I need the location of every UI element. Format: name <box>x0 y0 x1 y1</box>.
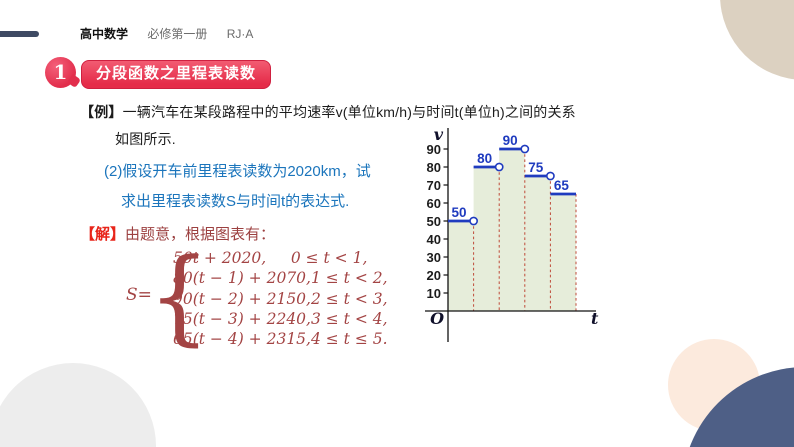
solution-intro: 【解】由题意，根据图表有： <box>80 223 275 244</box>
section-title-pill: 分段函数之里程表读数 <box>81 60 272 89</box>
example-line2: 如图所示. <box>115 131 176 147</box>
svg-text:v: v <box>434 125 444 144</box>
example-line1-text: 一辆汽车在某段路程中的平均速率v(单位km/h)与时间t(单位h)之间的关系 <box>122 104 576 120</box>
formula-brace: { <box>148 237 211 357</box>
case-condition: 2 ≤ t < 3, <box>310 289 388 308</box>
svg-text:50: 50 <box>451 205 466 220</box>
svg-text:30: 30 <box>427 250 441 265</box>
header: 高中数学 必修第一册 RJ·A <box>80 25 253 42</box>
example-tag: 【例】 <box>80 104 123 120</box>
case-row: 90(t − 2) + 2150,2 ≤ t < 3, <box>173 290 388 310</box>
svg-text:90: 90 <box>503 133 518 148</box>
decor-circle-top-right <box>720 0 794 80</box>
svg-text:60: 60 <box>427 196 441 211</box>
case-condition: 1 ≤ t < 2, <box>310 269 388 288</box>
case-expression: 90(t − 2) + 2150, <box>173 289 311 308</box>
case-condition: 4 ≤ t ≤ 5. <box>310 330 388 349</box>
example-text: 【例】一辆汽车在某段路程中的平均速率v(单位km/h)与时间t(单位h)之间的关… <box>80 99 640 153</box>
svg-text:O: O <box>430 309 444 328</box>
cases: 50t + 2020, 0 ≤ t < 1, 80(t − 1) + 2070,1… <box>173 249 388 350</box>
course-name: 高中数学 <box>80 27 129 41</box>
section-number-badge: 1 <box>45 57 76 88</box>
decor-circle-bottom-left <box>0 363 156 447</box>
svg-text:80: 80 <box>477 151 492 166</box>
svg-text:40: 40 <box>427 232 441 247</box>
svg-text:75: 75 <box>528 160 544 175</box>
case-expression: 65(t − 4) + 2315, <box>173 330 311 349</box>
case-expression: 80(t − 1) + 2070, <box>173 269 311 288</box>
edition-label: RJ·A <box>226 27 254 41</box>
sub-question-line1: (2)假设开车前里程表读数为2020km，试 <box>104 163 371 180</box>
svg-text:20: 20 <box>427 268 441 283</box>
svg-text:65: 65 <box>554 178 570 193</box>
sub-question-text: (2)假设开车前里程表读数为2020km，试 求出里程表读数S与时间t的表达式. <box>104 157 434 217</box>
sub-question-line2: 求出里程表读数S与时间t的表达式. <box>121 193 350 210</box>
svg-text:10: 10 <box>427 286 441 301</box>
case-condition: 3 ≤ t < 4, <box>310 309 388 328</box>
case-row: 50t + 2020, 0 ≤ t < 1, <box>173 249 388 269</box>
example-line1: 【例】一辆汽车在某段路程中的平均速率v(单位km/h)与时间t(单位h)之间的关… <box>80 99 640 126</box>
case-row: 80(t − 1) + 2070,1 ≤ t < 2, <box>173 269 388 289</box>
solution-tag: 【解】 <box>80 226 126 243</box>
svg-text:50: 50 <box>427 214 441 229</box>
case-expression: 50t + 2020, <box>173 249 291 267</box>
case-row: 75(t − 3) + 2240,3 ≤ t < 4, <box>173 310 388 330</box>
speed-time-chart: 10 20 30 40 50 60 70 80 90 50 80 90 75 65 v t O <box>425 125 599 342</box>
svg-text:80: 80 <box>427 160 441 175</box>
header-accent-bar <box>0 31 39 37</box>
case-expression: 75(t − 3) + 2240, <box>173 309 311 328</box>
solution-intro-text: 由题意，根据图表有： <box>125 226 276 243</box>
svg-text:t: t <box>591 309 599 328</box>
case-condition: 0 ≤ t < 1, <box>290 249 368 267</box>
svg-text:90: 90 <box>427 142 441 157</box>
formula-lhs: S= <box>126 285 152 305</box>
book-name: 必修第一册 <box>147 27 208 41</box>
svg-text:70: 70 <box>427 178 441 193</box>
piecewise-formula: S= { 50t + 2020, 0 ≤ t < 1, 80(t − 1) + 2… <box>126 242 426 354</box>
case-row: 65(t − 4) + 2315,4 ≤ t ≤ 5. <box>173 330 388 350</box>
